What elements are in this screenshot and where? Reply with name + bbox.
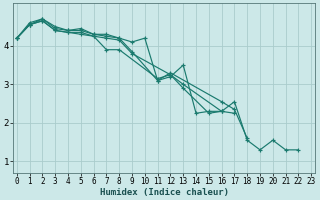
X-axis label: Humidex (Indice chaleur): Humidex (Indice chaleur) — [100, 188, 228, 197]
